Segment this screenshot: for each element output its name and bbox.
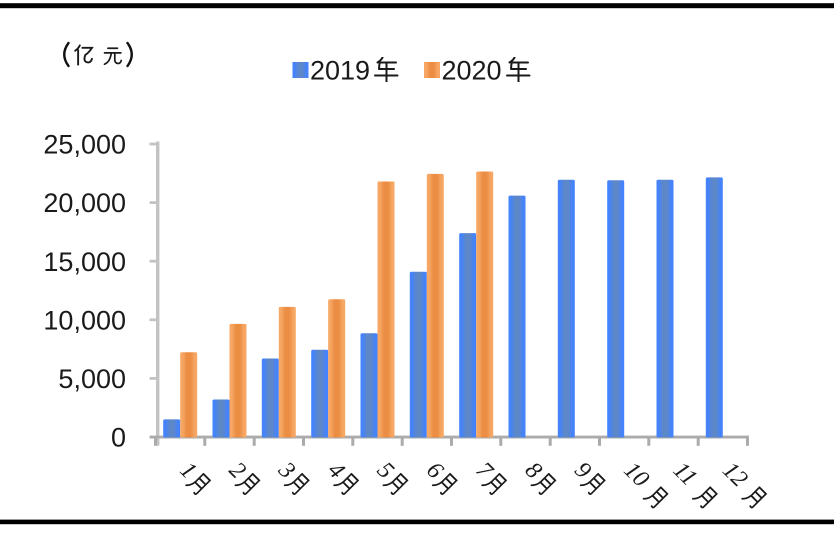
svg-text:25,000: 25,000 (43, 130, 126, 160)
svg-text:2020: 2020 (442, 56, 502, 86)
svg-text:15,000: 15,000 (43, 247, 126, 277)
svg-text:20,000: 20,000 (43, 188, 126, 218)
svg-text:2019: 2019 (310, 56, 370, 86)
svg-text:5,000: 5,000 (58, 364, 126, 394)
svg-text:10,000: 10,000 (43, 305, 126, 335)
svg-text:0: 0 (111, 423, 126, 453)
